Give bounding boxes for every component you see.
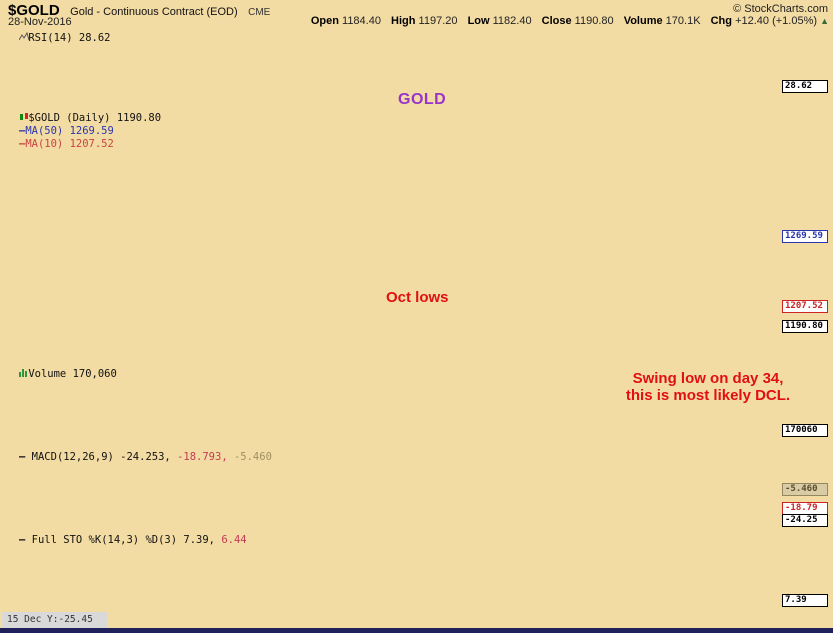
- chart-header: $GOLD Gold - Continuous Contract (EOD) C…: [8, 2, 270, 20]
- gold-annotation: GOLD: [398, 91, 447, 108]
- high-value: 1197.20: [418, 15, 458, 27]
- open-label: Open: [310, 15, 339, 27]
- crosshair-readout: 15 Dec Y:-25.45: [2, 612, 107, 628]
- chg-up-arrow-icon: ▲: [820, 16, 829, 26]
- sto-line-icon: —: [19, 534, 26, 546]
- sto-value-badge: 7.39: [782, 594, 828, 607]
- ohlc-quote-line: Open 1184.40 High 1197.20 Low 1182.40 Cl…: [304, 15, 829, 27]
- price-legend: $GOLD (Daily) 1190.80: [19, 112, 161, 124]
- ma50-legend: —MA(50) 1269.59: [19, 125, 114, 137]
- volume-value-badge: 170060: [782, 424, 828, 437]
- ma10-legend: —MA(10) 1207.52: [19, 138, 114, 150]
- macd-hist-value: -5.460: [233, 451, 272, 463]
- exchange-label: CME: [248, 7, 271, 18]
- swing-low-annotation: Swing low on day 34, this is most likely…: [625, 370, 791, 404]
- high-label: High: [391, 15, 416, 27]
- macd-hist-badge: -5.460: [782, 483, 828, 496]
- ma10-line-icon: —: [19, 138, 26, 150]
- macd-line-badge: -24.25: [782, 514, 828, 527]
- close-value: 1190.80: [574, 15, 614, 27]
- macd-signal-value: -18.793,: [177, 451, 228, 463]
- ma50-value-badge: 1269.59: [782, 230, 828, 243]
- sto-d-value: 6.44: [221, 534, 247, 546]
- low-label: Low: [467, 15, 490, 27]
- volume-value: 170.1K: [665, 15, 701, 27]
- rsi-legend: RSI(14) 28.62: [19, 32, 111, 44]
- bottom-window-edge: [0, 628, 833, 633]
- last-price-badge: 1190.80: [782, 320, 828, 333]
- oct-lows-annotation: Oct lows: [386, 289, 449, 306]
- low-value: 1182.40: [492, 15, 532, 27]
- instrument-name: Gold - Continuous Contract (EOD): [70, 6, 238, 18]
- volume-label: Volume: [623, 15, 663, 27]
- ma10-value-badge: 1207.52: [782, 300, 828, 313]
- rsi-value-badge: 28.62: [782, 80, 828, 93]
- ticker-symbol: $GOLD: [8, 2, 60, 19]
- stockcharts-credit: © StockCharts.com: [733, 3, 828, 15]
- open-value: 1184.40: [342, 15, 381, 27]
- chg-value: +12.40 (+1.05%): [735, 15, 818, 27]
- volume-legend: Volume 170,060: [19, 368, 117, 380]
- macd-line-icon: —: [19, 451, 26, 463]
- chart-date: 28-Nov-2016: [8, 16, 72, 28]
- chg-label: Chg: [710, 15, 732, 27]
- close-label: Close: [541, 15, 572, 27]
- macd-legend: — MACD(12,26,9) -24.253, -18.793, -5.460: [19, 451, 272, 463]
- sto-legend: — Full STO %K(14,3) %D(3) 7.39, 6.44: [19, 534, 247, 546]
- ma50-line-icon: —: [19, 125, 26, 137]
